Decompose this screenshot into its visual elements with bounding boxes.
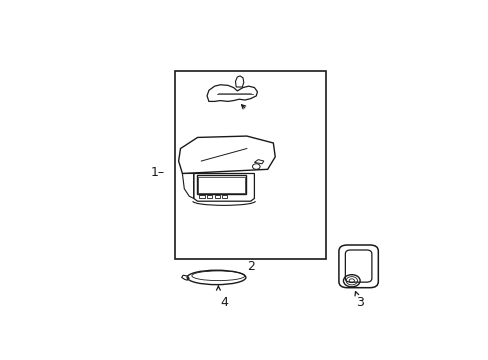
Bar [222, 195, 227, 198]
Bar [198, 176, 244, 193]
Text: 3: 3 [356, 296, 364, 309]
Bar [206, 195, 212, 198]
Text: 1–: 1– [150, 166, 164, 179]
Text: 4: 4 [220, 296, 227, 309]
Bar [199, 195, 204, 198]
Text: 2: 2 [246, 260, 254, 273]
Bar [196, 175, 245, 194]
Bar [214, 195, 220, 198]
Bar [175, 71, 325, 260]
